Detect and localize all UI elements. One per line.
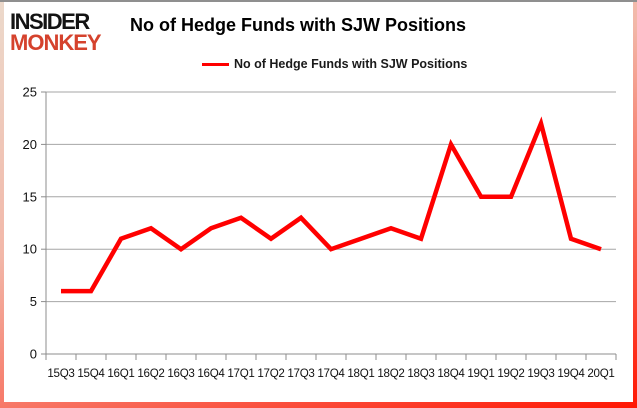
x-tick-label-19Q3: 19Q3 [527, 367, 554, 380]
x-tick-label-15Q4: 15Q4 [77, 367, 105, 380]
y-tick-label-15: 15 [23, 189, 37, 204]
x-tick-label-17Q1: 17Q1 [227, 367, 254, 380]
y-tick-label-5: 5 [30, 294, 37, 309]
y-tick-label-10: 10 [23, 242, 37, 257]
x-tick-label-16Q2: 16Q2 [137, 367, 164, 380]
x-tick-label-17Q4: 17Q4 [317, 367, 345, 380]
x-tick-label-20Q1: 20Q1 [587, 367, 614, 380]
x-tick-label-16Q3: 16Q3 [167, 367, 194, 380]
x-tick-label-17Q2: 17Q2 [257, 367, 284, 380]
x-tick-label-18Q4: 18Q4 [437, 367, 465, 380]
x-tick-label-18Q3: 18Q3 [407, 367, 434, 380]
x-tick-label-16Q4: 16Q4 [197, 367, 225, 380]
x-tick-label-18Q2: 18Q2 [377, 367, 404, 380]
x-tick-label-17Q3: 17Q3 [287, 367, 314, 380]
x-tick-label-16Q1: 16Q1 [107, 367, 134, 380]
x-tick-label-19Q2: 19Q2 [497, 367, 524, 380]
chart-canvas [4, 2, 633, 402]
legend: No of Hedge Funds with SJW Positions [202, 57, 467, 71]
x-tick-label-18Q1: 18Q1 [347, 367, 374, 380]
chart-title: No of Hedge Funds with SJW Positions [130, 15, 466, 35]
x-tick-label-15Q3: 15Q3 [47, 367, 74, 380]
insider-monkey-logo: INSIDER MONKEY [10, 9, 102, 55]
logo-text-insider: INSIDER [10, 9, 90, 34]
y-tick-label-20: 20 [23, 137, 37, 152]
series-line-hedge-funds [61, 116, 602, 294]
legend-line-swatch [202, 62, 229, 66]
x-tick-label-19Q1: 19Q1 [467, 367, 494, 380]
legend-label: No of Hedge Funds with SJW Positions [234, 57, 468, 71]
y-tick-label-25: 25 [23, 85, 37, 100]
logo-text-monkey: MONKEY [10, 30, 102, 55]
y-tick-label-0: 0 [30, 347, 37, 362]
x-tick-label-19Q4: 19Q4 [557, 367, 585, 380]
